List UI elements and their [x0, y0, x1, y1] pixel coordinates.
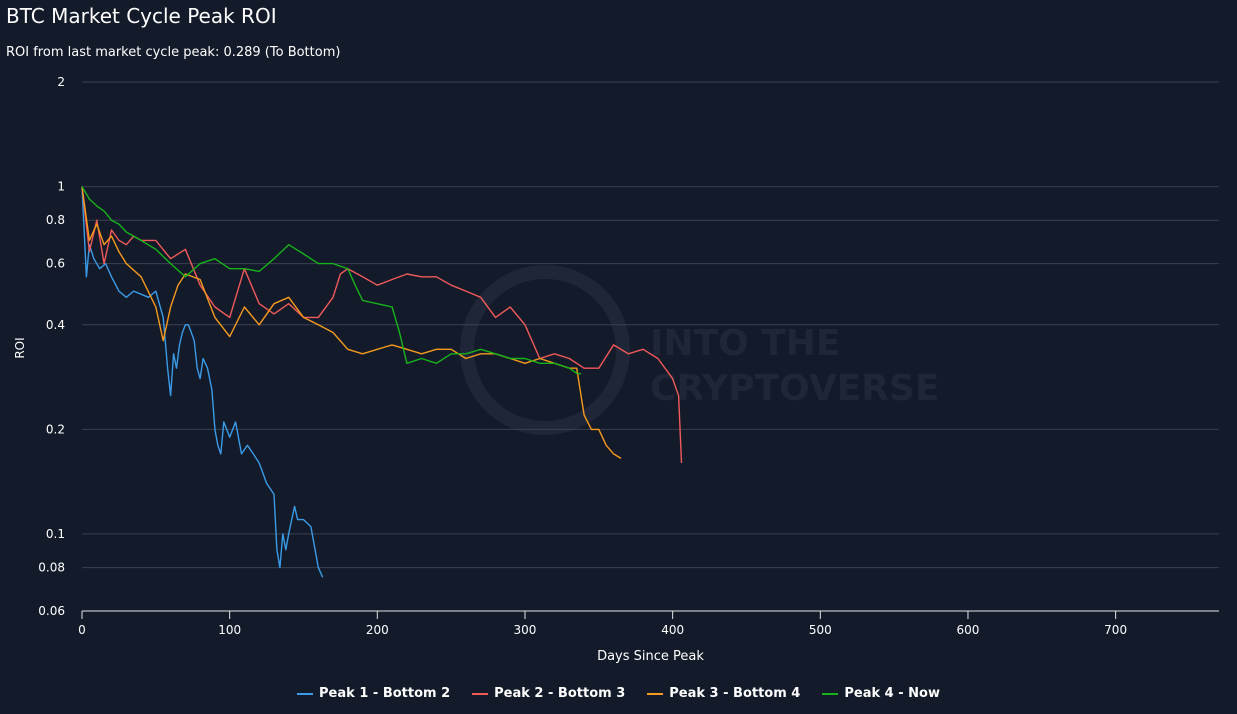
watermark-ring [460, 265, 630, 435]
legend-swatch [822, 692, 839, 695]
x-tick-label: 300 [514, 623, 537, 637]
chart-title: BTC Market Cycle Peak ROI [6, 4, 277, 28]
y-tick-label: 0.8 [46, 213, 65, 227]
y-tick-label: 2 [57, 75, 65, 89]
x-axis-title: Days Since Peak [597, 649, 704, 664]
y-tick-label: 0.6 [46, 257, 65, 271]
legend: Peak 1 - Bottom 2 Peak 2 - Bottom 3 Peak 3… [0, 686, 1237, 701]
x-tick-label: 100 [218, 623, 241, 637]
legend-swatch [472, 692, 489, 695]
legend-swatch [297, 692, 314, 695]
legend-label: Peak 4 - Now [844, 686, 940, 701]
legend-item-3[interactable]: Peak 3 - Bottom 4 [647, 686, 800, 701]
legend-item-4[interactable]: Peak 4 - Now [822, 686, 940, 701]
x-tick-label: 600 [957, 623, 980, 637]
legend-label: Peak 2 - Bottom 3 [494, 686, 626, 701]
y-tick-label: 0.4 [46, 318, 65, 332]
y-tick-label: 1 [57, 180, 65, 194]
legend-label: Peak 1 - Bottom 2 [319, 686, 451, 701]
x-tick-label: 200 [366, 623, 389, 637]
series-lines [81, 186, 683, 578]
legend-label: Peak 3 - Bottom 4 [669, 686, 801, 701]
y-tick-label: 0.2 [46, 422, 65, 436]
y-tick-label: 0.06 [38, 604, 65, 618]
series-line-4[interactable] [81, 186, 582, 375]
watermark-line1: INTO THE [650, 323, 841, 364]
series-line-3[interactable] [81, 186, 622, 459]
x-tick-label: 500 [809, 623, 832, 637]
legend-swatch [647, 692, 664, 695]
x-tick-label: 400 [661, 623, 684, 637]
axes: 0.06 0.08 0.1 0.2 0.4 0.6 0.8 1 2 0 100 200 300 400 50… [13, 75, 1219, 664]
y-tick-label: 0.1 [46, 527, 65, 541]
chart-canvas: INTO THE CRYPTOVERSE 0.060.080.10.20.40.… [13, 75, 1219, 664]
y-axis-title: ROI [13, 337, 27, 358]
y-tick-label: 0.08 [38, 561, 65, 575]
grid [82, 81, 1219, 569]
legend-item-2[interactable]: Peak 2 - Bottom 3 [472, 686, 625, 701]
watermark: INTO THE CRYPTOVERSE [460, 265, 940, 435]
series-line-1[interactable] [81, 186, 324, 578]
legend-item-1[interactable]: Peak 1 - Bottom 2 [297, 686, 450, 701]
watermark-line2: CRYPTOVERSE [650, 368, 940, 409]
x-tick-label: 700 [1104, 623, 1127, 637]
chart-subtitle: ROI from last market cycle peak: 0.289 (… [6, 45, 341, 60]
x-tick-label: 0 [78, 623, 86, 637]
